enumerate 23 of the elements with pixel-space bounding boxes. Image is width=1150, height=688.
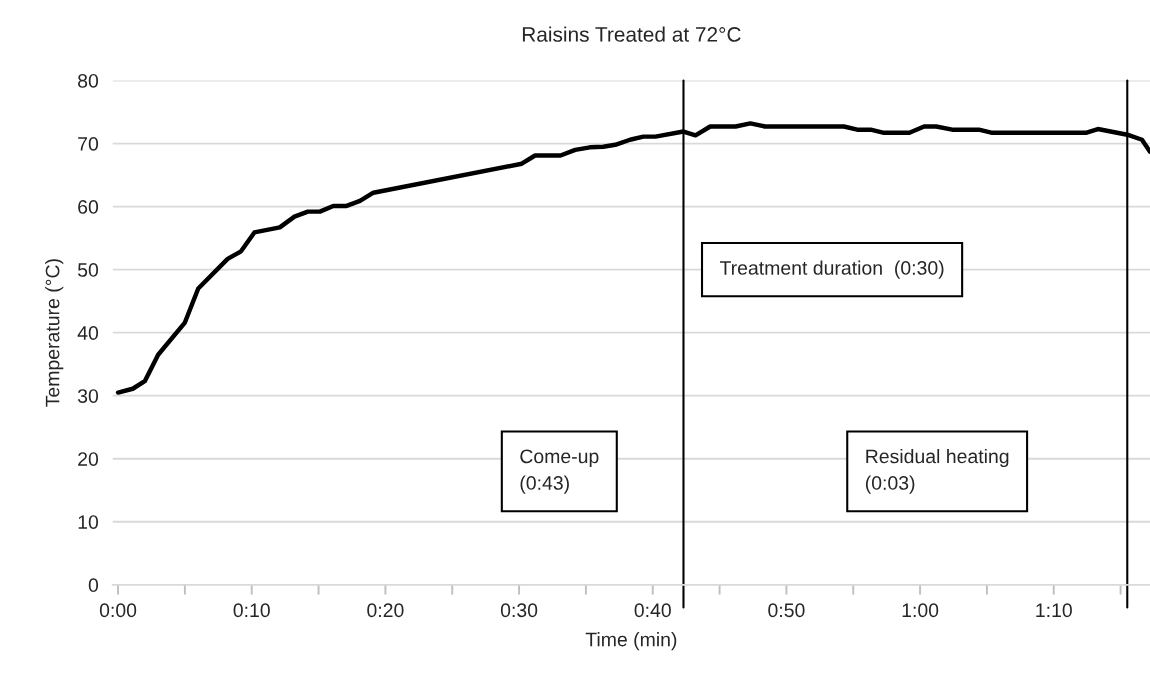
y-tick-label: 40: [77, 326, 99, 340]
x-tick-label: 1:00: [902, 603, 939, 618]
y-tick-label: 50: [77, 263, 99, 277]
y-axis-title: Temperature (°C): [45, 259, 64, 407]
x-tick-label: 0:20: [367, 603, 404, 618]
chart-title: Raisins Treated at 72°C: [522, 26, 741, 42]
y-tick-label: 80: [78, 73, 99, 88]
x-tick-label: 0:00: [99, 603, 137, 618]
y-tick-label: 30: [77, 389, 99, 403]
x-tick-label: 1:10: [1036, 603, 1072, 618]
y-tick-label: 10: [78, 515, 99, 529]
y-tick-label: 60: [78, 200, 99, 214]
x-tick-label: 0:10: [233, 603, 270, 618]
y-tick-label: 0: [88, 578, 99, 593]
y-tick-label: 20: [78, 452, 99, 466]
x-tick-label: 0:30: [500, 603, 538, 618]
x-tick-label: 0:40: [634, 603, 671, 618]
y-tick-label: 70: [78, 137, 99, 151]
annotation: Treatment duration (0:30): [719, 260, 944, 279]
x-tick-label: 0:50: [768, 603, 805, 618]
x-axis-title: Time (min): [585, 632, 677, 651]
annotation: Residual heating (0:03): [865, 448, 1009, 494]
annotation: Come-up (0:43): [520, 449, 599, 494]
